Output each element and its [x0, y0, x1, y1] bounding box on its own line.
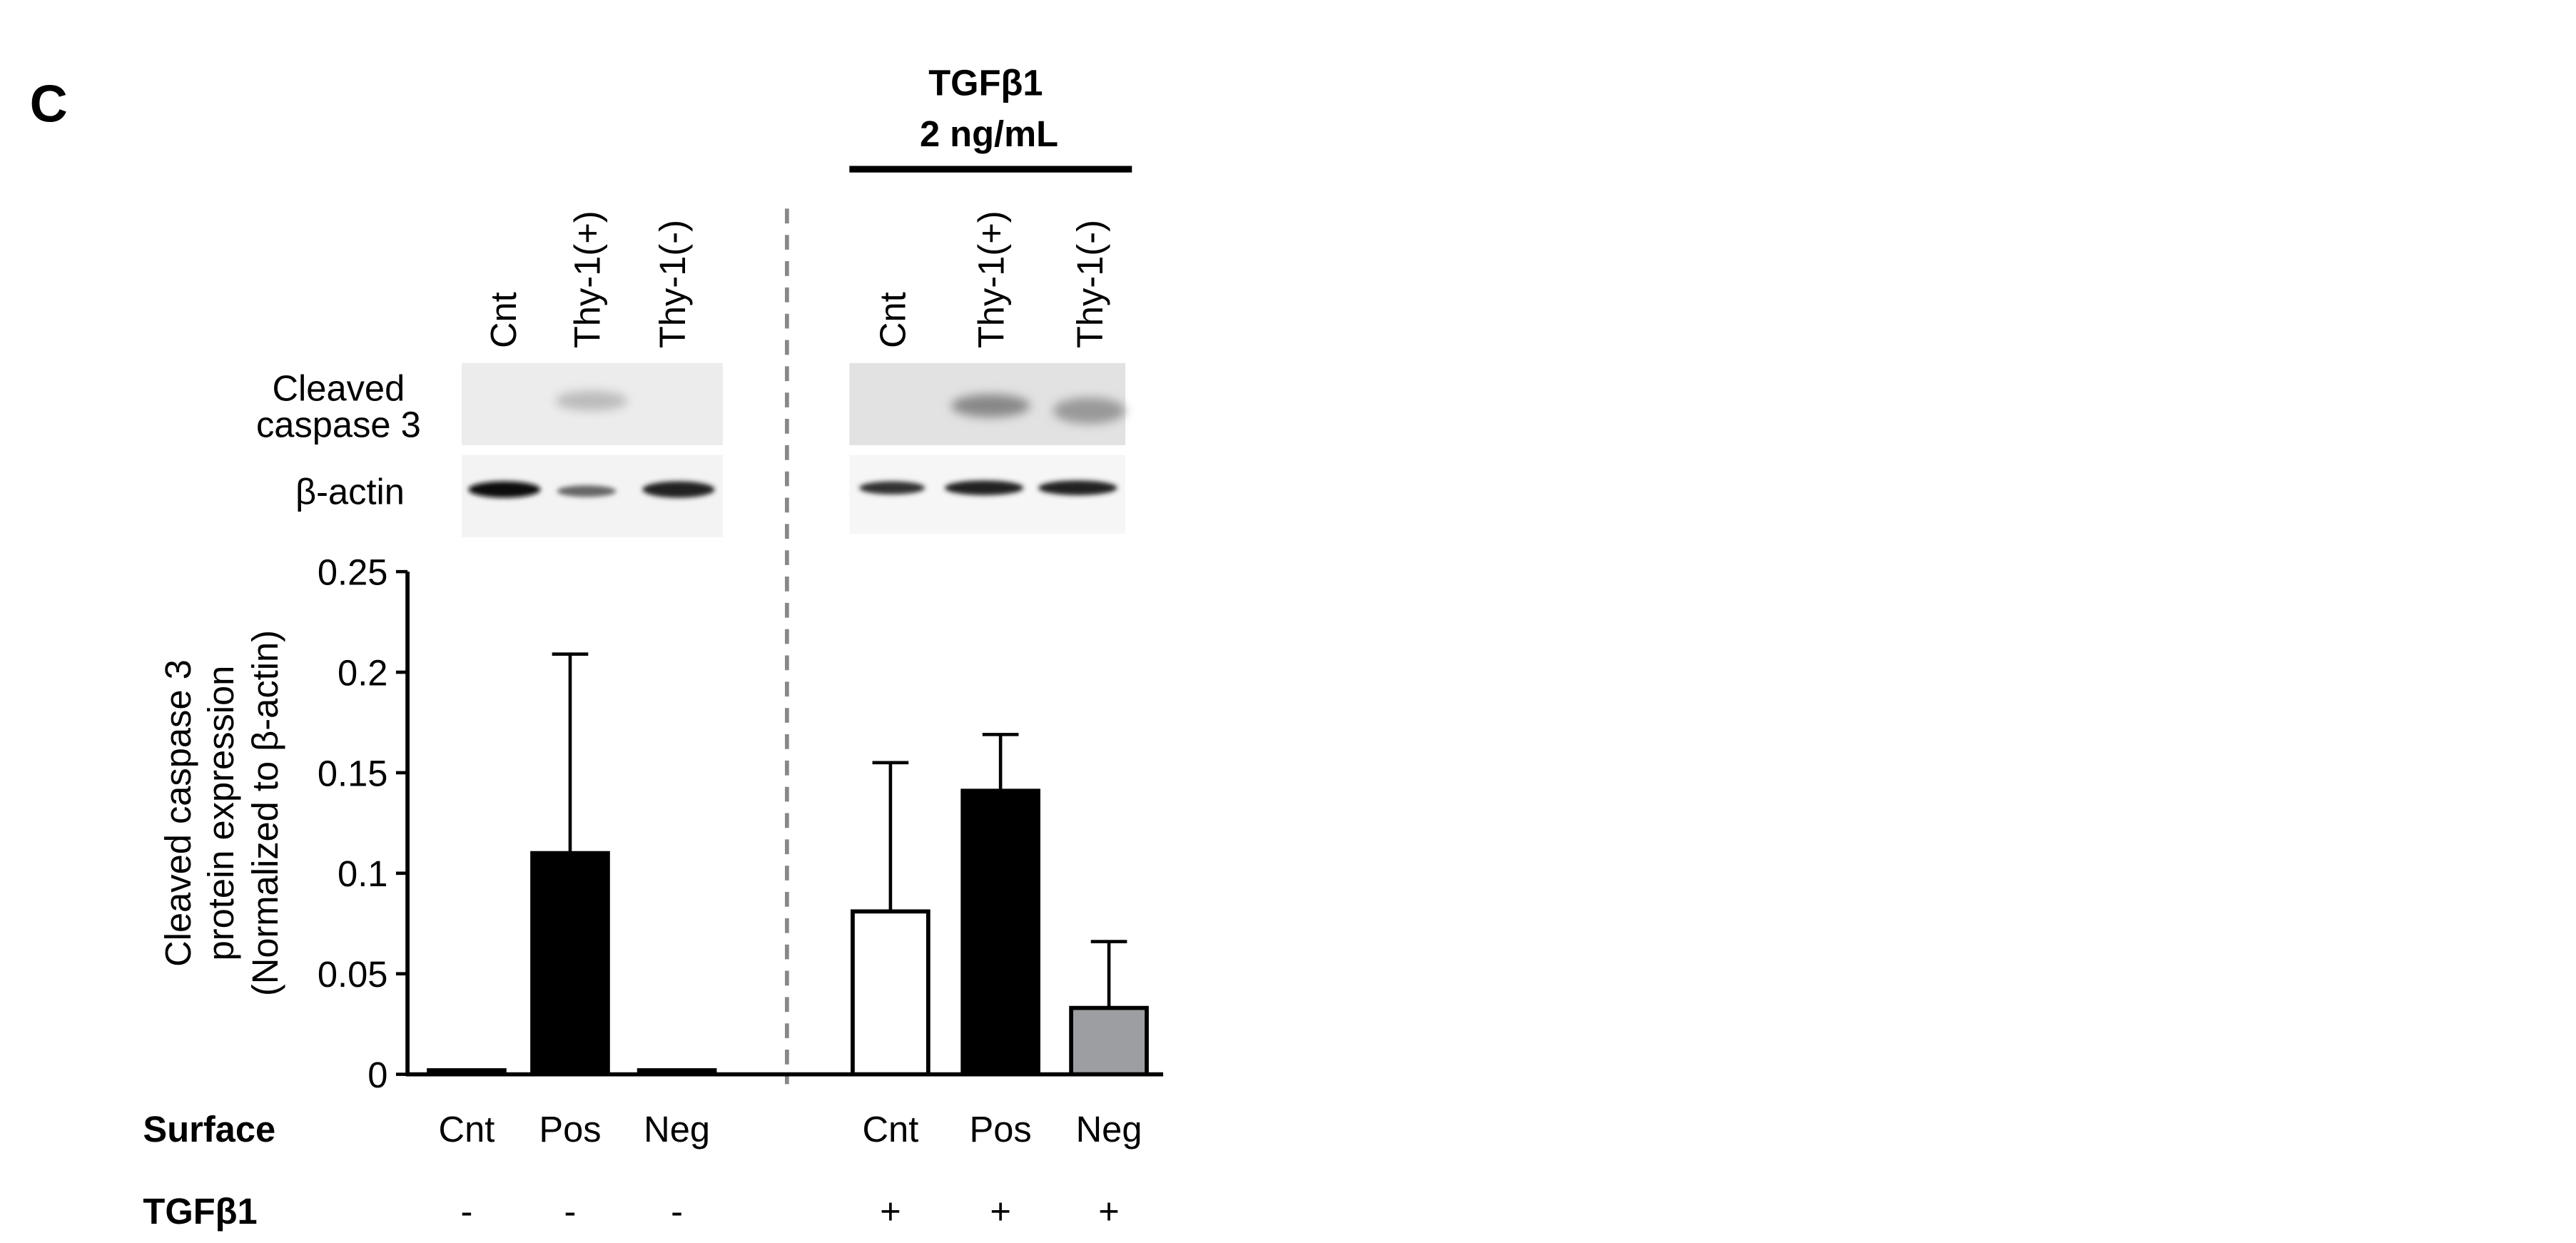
x-tick-label: Cnt: [863, 1109, 919, 1150]
y-tick-label: 0.1: [338, 853, 387, 894]
lane-label: Cnt: [483, 292, 524, 348]
treatment-sign: -: [671, 1191, 683, 1232]
treatment-header: TGFβ1: [928, 63, 1043, 103]
treatment-sign: -: [564, 1191, 577, 1232]
band: [944, 480, 1024, 496]
lane-label: Thy-1(-): [652, 220, 693, 348]
treatment-header: 2 ng/mL: [920, 113, 1058, 154]
x-tick-label: Neg: [644, 1109, 710, 1150]
treatment-sign: -: [461, 1191, 473, 1232]
blot-label: Cleaved: [273, 368, 405, 409]
y-tick-label: 0.2: [338, 652, 387, 693]
bar: [1069, 1005, 1149, 1077]
blot-images: [462, 362, 1126, 537]
lane-label: Thy-1(+): [971, 210, 1012, 348]
band: [557, 485, 617, 497]
treatment-sign: +: [1098, 1191, 1120, 1232]
band: [1038, 480, 1117, 496]
band: [642, 481, 715, 498]
bar: [530, 851, 610, 1077]
x-tick-label: Cnt: [439, 1109, 495, 1150]
y-axis-title: Cleaved caspase 3: [158, 659, 198, 967]
y-tick-label: 0: [367, 1055, 387, 1095]
blot-label: β-actin: [295, 472, 405, 512]
lane-label: Cnt: [873, 292, 913, 348]
y-axis-title: protein expression: [201, 666, 241, 961]
y-tick-label: 0.05: [318, 954, 388, 995]
x-tick-label: Pos: [539, 1109, 601, 1150]
y-tick-label: 0.15: [318, 753, 388, 793]
bar: [427, 1068, 507, 1077]
treatment-sign: +: [880, 1191, 901, 1232]
band: [951, 394, 1030, 417]
band: [859, 481, 926, 494]
x-tick-label: Pos: [970, 1109, 1032, 1150]
band: [1053, 397, 1126, 424]
blot-label: caspase 3: [256, 404, 421, 445]
bar: [960, 788, 1040, 1077]
row-label: Surface: [143, 1109, 275, 1150]
lane-label: Thy-1(-): [1070, 220, 1110, 348]
band: [555, 390, 628, 411]
band: [468, 481, 541, 498]
lane-label: Thy-1(+): [567, 210, 607, 348]
bar: [637, 1068, 717, 1077]
y-axis-title: (Normalized to β-actin): [245, 630, 285, 996]
row-label: TGFβ1: [143, 1191, 257, 1232]
treatment-sign: +: [990, 1191, 1011, 1232]
panel-label: C: [30, 73, 68, 133]
x-tick-label: Neg: [1076, 1109, 1142, 1150]
bar: [851, 909, 930, 1077]
y-tick-label: 0.25: [318, 552, 388, 593]
